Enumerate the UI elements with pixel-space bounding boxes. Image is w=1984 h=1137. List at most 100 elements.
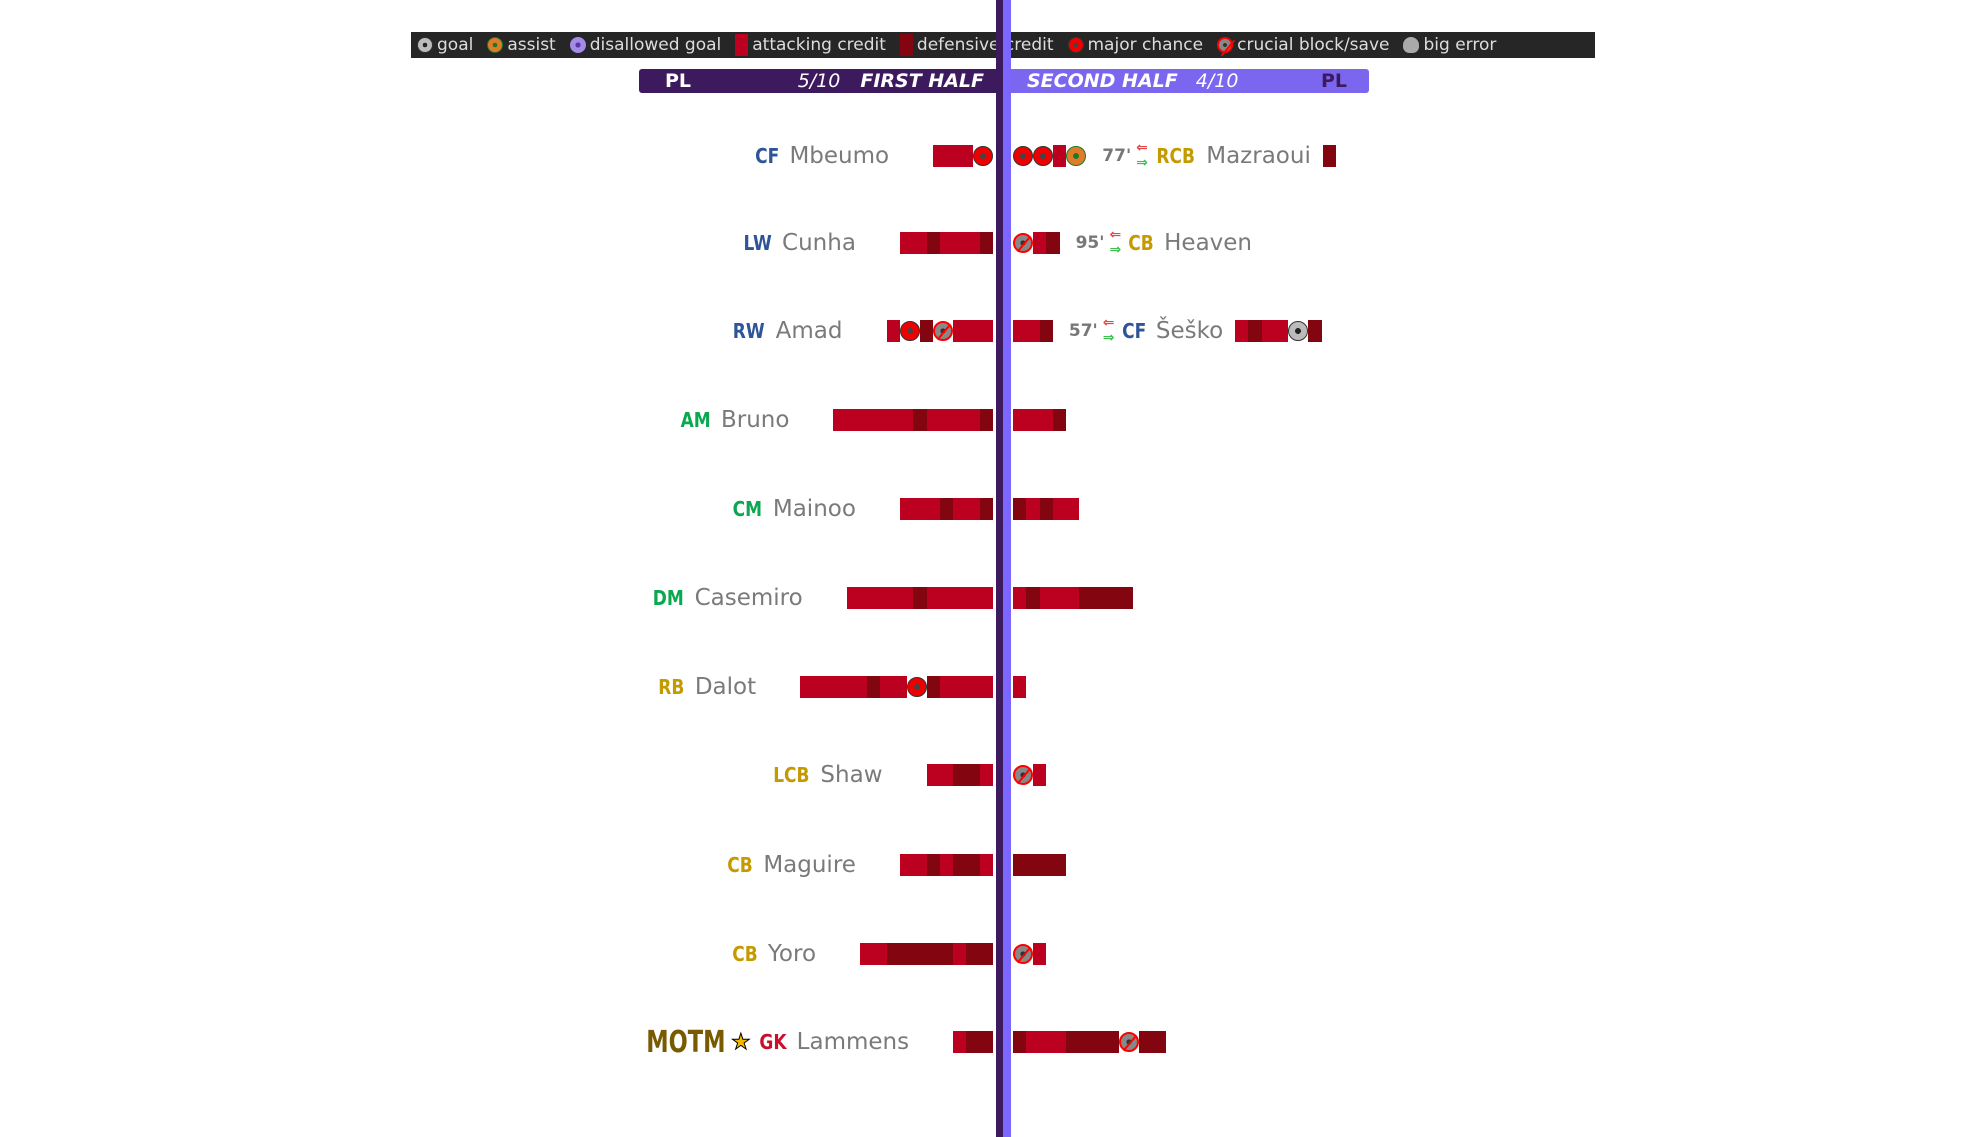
attacking-credit-segment bbox=[1053, 145, 1067, 167]
position-label: RW bbox=[733, 319, 765, 343]
second-half-title: SECOND HALF bbox=[1027, 70, 1178, 92]
first-half-header: PL 5/10 FIRST HALF bbox=[639, 69, 996, 93]
player-name[interactable]: Mbeumo bbox=[789, 143, 890, 169]
major-chance-icon bbox=[1033, 146, 1053, 166]
credit-bar bbox=[1013, 587, 1133, 609]
attacking-credit-segment bbox=[939, 676, 993, 698]
player-name[interactable]: Lammens bbox=[796, 1029, 910, 1055]
attacking-credit-segment bbox=[1052, 498, 1080, 520]
defensive-credit-segment bbox=[939, 498, 954, 520]
attacking-credit-segment bbox=[879, 676, 907, 698]
defensive-credit-segment bbox=[926, 676, 940, 698]
player-name[interactable]: Mainoo bbox=[772, 496, 856, 522]
attacking-credit-swatch bbox=[735, 34, 749, 56]
major-chance-icon bbox=[973, 146, 993, 166]
player-name[interactable]: Amad bbox=[775, 318, 843, 344]
defensive-credit-segment bbox=[913, 587, 927, 609]
legend-label: big error bbox=[1423, 35, 1497, 55]
attacking-credit-segment bbox=[933, 145, 973, 167]
player-name[interactable]: Maguire bbox=[763, 852, 856, 878]
major-chance-icon bbox=[899, 321, 920, 341]
competition-label: PL bbox=[1320, 70, 1347, 92]
crucial-block-icon bbox=[1119, 1032, 1140, 1052]
first-half-player: RW Amad bbox=[730, 316, 993, 346]
player-name[interactable]: Casemiro bbox=[694, 585, 803, 611]
defensive-credit-segment bbox=[926, 232, 940, 254]
attacking-credit-segment bbox=[846, 587, 914, 609]
attacking-credit-segment bbox=[899, 498, 940, 520]
disallowed-goal-icon bbox=[569, 37, 586, 53]
credit-bar bbox=[833, 409, 993, 431]
player-name[interactable]: Yoro bbox=[767, 941, 817, 967]
defensive-credit-segment bbox=[1322, 145, 1337, 167]
credit-bar bbox=[1013, 943, 1047, 965]
attacking-credit-segment bbox=[939, 854, 954, 876]
credit-bar bbox=[1013, 232, 1060, 254]
player-name[interactable]: Heaven bbox=[1164, 230, 1253, 256]
legend-item: crucial block/save bbox=[1217, 35, 1389, 55]
second-half-player: 57' ⇐ ⇒ CF Šeško bbox=[1013, 316, 1322, 346]
credit-bar bbox=[1013, 764, 1047, 786]
defensive-credit-segment bbox=[919, 320, 934, 342]
legend-item: defensive credit bbox=[899, 34, 1054, 56]
defensive-credit-segment bbox=[1248, 320, 1262, 342]
defensive-credit-segment bbox=[966, 943, 993, 965]
legend-label: attacking credit bbox=[752, 35, 886, 55]
position-label: LW bbox=[743, 231, 772, 255]
defensive-credit-segment bbox=[979, 498, 993, 520]
defensive-credit-segment bbox=[953, 854, 980, 876]
attacking-credit-segment bbox=[860, 943, 887, 965]
position-label: CM bbox=[732, 497, 763, 521]
first-half-player: CF Mbeumo bbox=[753, 141, 993, 171]
credit-bar bbox=[1013, 498, 1080, 520]
second-half-player bbox=[1013, 494, 1080, 524]
player-name[interactable]: Cunha bbox=[782, 230, 856, 256]
attacking-credit-segment bbox=[1033, 764, 1047, 786]
crucial-block-icon bbox=[1013, 765, 1033, 785]
attacking-credit-segment bbox=[953, 320, 993, 342]
attacking-credit-segment bbox=[1033, 943, 1047, 965]
sub-minute: 57' bbox=[1068, 321, 1098, 341]
defensive-credit-segment bbox=[1066, 1031, 1120, 1053]
position-label: CB bbox=[727, 853, 754, 877]
sub-on-arrow-icon: ⇒ bbox=[1102, 331, 1115, 346]
first-half-player: AM Bruno bbox=[678, 405, 993, 435]
substitution: 95' ⇐ ⇒ CB Heaven bbox=[1076, 228, 1264, 258]
attacking-credit-segment bbox=[1261, 320, 1289, 342]
attacking-credit-segment bbox=[886, 320, 900, 342]
defensive-credit-segment bbox=[926, 854, 940, 876]
defensive-credit-segment bbox=[886, 943, 954, 965]
credit-bar bbox=[886, 320, 993, 342]
position-label: CB bbox=[1128, 231, 1154, 255]
assist-icon bbox=[487, 37, 504, 53]
position-label: RB bbox=[658, 675, 685, 699]
competition-label: PL bbox=[665, 70, 692, 92]
position-label: AM bbox=[680, 408, 711, 432]
legend-label: assist bbox=[507, 35, 556, 55]
credit-bar bbox=[899, 232, 993, 254]
major-chance-icon bbox=[906, 677, 927, 697]
star-icon: ★ bbox=[731, 1029, 752, 1055]
attacking-credit-segment bbox=[1013, 587, 1027, 609]
player-name[interactable]: Mazraoui bbox=[1206, 143, 1311, 169]
player-name[interactable]: Šeško bbox=[1155, 318, 1224, 344]
defensive-credit-segment bbox=[1139, 1031, 1166, 1053]
crucial-block-icon bbox=[1217, 37, 1234, 53]
player-name[interactable]: Dalot bbox=[694, 674, 757, 700]
player-name[interactable]: Shaw bbox=[820, 762, 883, 788]
defensive-credit-segment bbox=[1308, 320, 1322, 342]
position-label: CB bbox=[732, 942, 758, 966]
first-half-player: CB Yoro bbox=[730, 939, 993, 969]
defensive-credit-segment bbox=[1013, 854, 1067, 876]
attacking-credit-segment bbox=[1039, 587, 1080, 609]
legend-label: defensive credit bbox=[916, 35, 1054, 55]
attacking-credit-segment bbox=[926, 409, 980, 431]
major-chance-icon bbox=[1013, 146, 1033, 166]
attacking-credit-segment bbox=[926, 587, 993, 609]
first-half-title: FIRST HALF bbox=[860, 70, 984, 92]
player-name[interactable]: Bruno bbox=[720, 407, 790, 433]
defensive-credit-segment bbox=[979, 232, 993, 254]
assist-icon bbox=[1066, 146, 1087, 166]
legend-label: goal bbox=[437, 35, 474, 55]
substitution-icon: ⇐ ⇒ bbox=[1109, 228, 1121, 258]
